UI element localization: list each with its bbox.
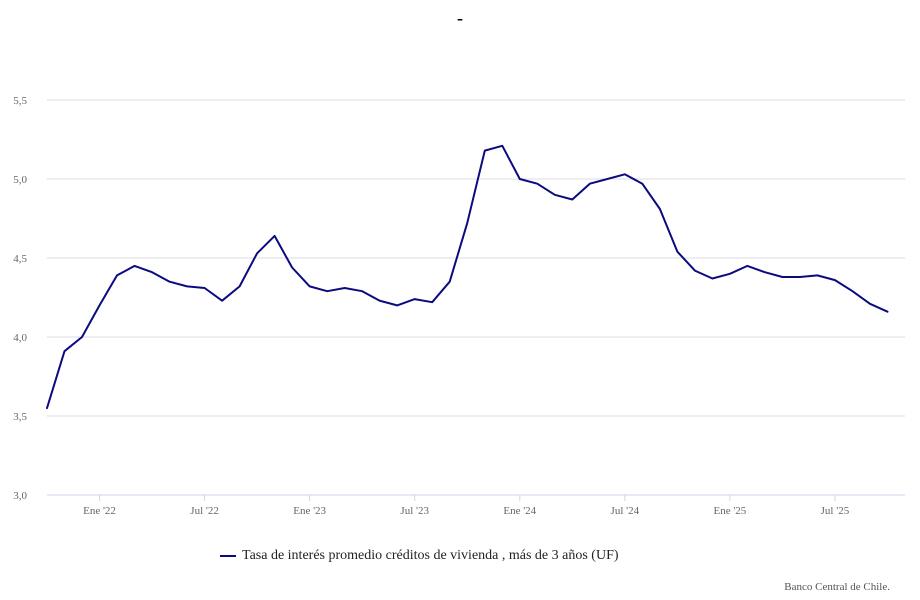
x-tick-label: Ene '23	[293, 505, 326, 517]
x-tick-label: Ene '22	[83, 505, 116, 517]
gridlines	[47, 99, 905, 417]
x-axis: Ene '22 Jul '22 Ene '23 Jul '23 Ene '24 Jul '…	[47, 494, 905, 517]
x-tick-label: Jul '24	[611, 505, 640, 517]
x-tick-label: Ene '24	[503, 505, 536, 517]
chart-title: -	[457, 8, 463, 28]
legend[interactable]: Tasa de interés promedio créditos de viv…	[220, 548, 619, 564]
y-tick-label: 3,0	[13, 490, 27, 502]
x-tick-label: Jul '22	[190, 505, 219, 517]
y-tick-label: 4,0	[13, 332, 27, 344]
series-lines	[46, 144, 889, 410]
y-tick-label: 5,0	[13, 174, 27, 186]
series-line	[46, 144, 889, 410]
x-tick-label: Jul '25	[821, 505, 850, 517]
x-tick-label: Jul '23	[400, 505, 429, 517]
y-tick-label: 4,5	[13, 253, 27, 265]
y-axis: 3,0 3,5 4,0 4,5 5,0 5,5	[13, 95, 27, 502]
y-tick-label: 5,5	[13, 95, 27, 107]
legend-label[interactable]: Tasa de interés promedio créditos de viv…	[242, 548, 619, 563]
legend-swatch	[220, 555, 236, 557]
x-tick-label: Ene '25	[713, 505, 746, 517]
credit-text: Banco Central de Chile.	[784, 581, 890, 593]
y-tick-label: 3,5	[13, 411, 27, 423]
